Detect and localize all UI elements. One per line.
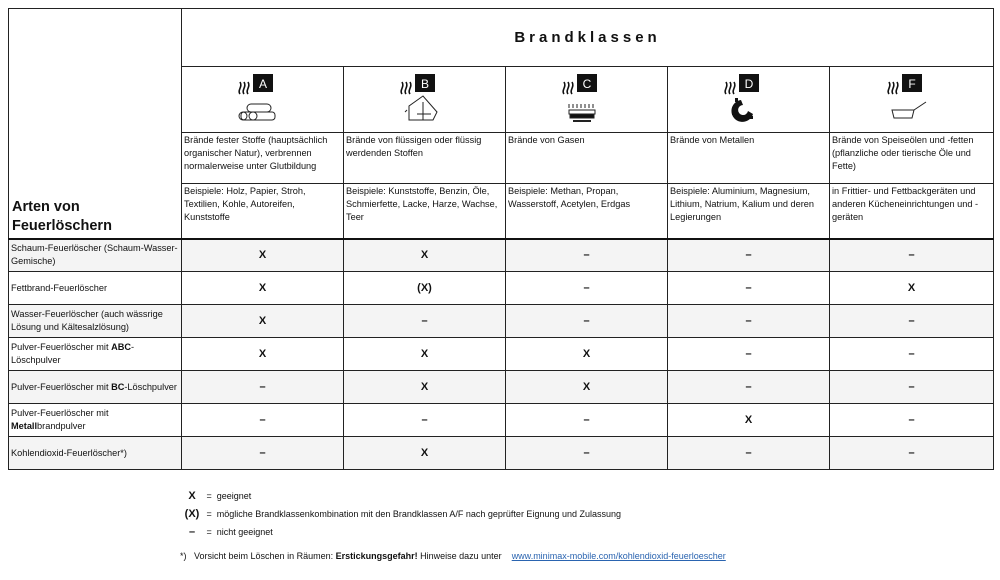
table-title: Brandklassen bbox=[180, 8, 995, 67]
class-C-icon-cell: C bbox=[505, 66, 668, 133]
suitability-cell: – bbox=[181, 370, 344, 404]
suitability-cell: – bbox=[667, 237, 830, 272]
table-row: Fettbrand-Feuerlöscher X (X) – – X bbox=[8, 271, 995, 305]
legend-symbol: X bbox=[188, 490, 196, 502]
frying-pan-icon: F bbox=[886, 73, 926, 118]
class-examples: in Frittier- und Fettbackgeräten und and… bbox=[828, 183, 995, 239]
suitability-cell: – bbox=[343, 403, 506, 437]
extinguisher-type: Pulver-Feuerlöscher mit BC-Löschpulver bbox=[8, 370, 182, 404]
suitability-cell: – bbox=[667, 337, 830, 371]
suitability-cell: – bbox=[828, 304, 995, 338]
class-letter: F bbox=[908, 77, 915, 91]
suitability-cell: – bbox=[667, 304, 830, 338]
suitability-cell: X bbox=[505, 337, 668, 371]
legend-text: geeignet bbox=[216, 491, 252, 501]
class-D-icon-cell: D bbox=[667, 66, 830, 133]
liquid-canister-icon: B bbox=[399, 73, 438, 120]
class-letter-box bbox=[576, 73, 597, 92]
class-description: Brände fester Stoffe (hauptsächlich orga… bbox=[181, 132, 344, 184]
table-row: Pulver-Feuerlöscher mit ABC-Löschpulver X… bbox=[8, 337, 995, 371]
class-letter-box bbox=[901, 73, 922, 92]
legend-symbol: – bbox=[188, 526, 196, 538]
class-letter: D bbox=[744, 77, 753, 91]
co2-info-link[interactable]: www.minimax-mobile.com/kohlendioxid-feue… bbox=[511, 551, 726, 561]
class-letter-box bbox=[414, 73, 435, 92]
extinguisher-type: Wasser-Feuerlöscher (auch wässrige Lösun… bbox=[8, 304, 182, 338]
suitability-cell: – bbox=[181, 403, 344, 437]
extinguisher-type: Fettbrand-Feuerlöscher bbox=[8, 271, 182, 305]
suitability-cell: – bbox=[667, 436, 830, 470]
suitability-cell: – bbox=[505, 403, 668, 437]
legend-text: mögliche Brandklassenkombination mit den… bbox=[216, 509, 622, 519]
class-letter-box bbox=[252, 73, 273, 92]
suitability-cell: X bbox=[505, 370, 668, 404]
solid-fuel-logs-icon: A bbox=[237, 73, 275, 120]
suitability-cell: – bbox=[505, 304, 668, 338]
suitability-cell: – bbox=[828, 370, 995, 404]
suitability-cell: X bbox=[343, 436, 506, 470]
legend-symbol: (X) bbox=[184, 508, 200, 520]
gas-burner-icon: C bbox=[561, 73, 597, 122]
table-row: Schaum-Feuerlöscher (Schaum-Wasser-Gemis… bbox=[8, 237, 995, 272]
class-examples: Beispiele: Kunststoffe, Benzin, Öle, Sch… bbox=[343, 183, 506, 239]
table-row: Wasser-Feuerlöscher (auch wässrige Lösun… bbox=[8, 304, 995, 338]
class-letter: B bbox=[420, 77, 428, 91]
suitability-cell: – bbox=[828, 337, 995, 371]
suitability-cell: – bbox=[181, 436, 344, 470]
class-description: Brände von flüssigen oder flüssig werden… bbox=[343, 132, 506, 184]
suitability-cell: – bbox=[505, 436, 668, 470]
class-examples: Beispiele: Holz, Papier, Stroh, Textilie… bbox=[181, 183, 344, 239]
suitability-cell: X bbox=[828, 271, 995, 305]
legend: X = geeignet (X) = mögliche Brandklassenk… bbox=[180, 490, 621, 544]
suitability-cell: X bbox=[181, 304, 344, 338]
suitability-cell: – bbox=[667, 370, 830, 404]
footnote: *) Vorsicht beim Löschen in Räumen: Erst… bbox=[180, 551, 726, 561]
metal-gear-icon: D bbox=[723, 73, 759, 122]
table-row: Kohlendioxid-Feuerlöscher*) – X – – – bbox=[8, 436, 995, 470]
class-letter-box bbox=[738, 73, 759, 92]
class-B-icon-cell: B bbox=[343, 66, 506, 133]
class-F-icon-cell: F bbox=[828, 66, 995, 133]
extinguisher-type: Kohlendioxid-Feuerlöscher*) bbox=[8, 436, 182, 470]
suitability-cell: X bbox=[181, 337, 344, 371]
extinguisher-type: Pulver-Feuerlöscher mit Metallbrandpulve… bbox=[8, 403, 182, 437]
fire-class-table: Arten von Feuerlöschern Brandklassen A B C… bbox=[8, 8, 995, 470]
suitability-cell: X bbox=[667, 403, 830, 437]
extinguisher-type: Schaum-Feuerlöscher (Schaum-Wasser-Gemis… bbox=[8, 237, 182, 272]
suitability-cell: – bbox=[828, 403, 995, 437]
class-description: Brände von Metallen bbox=[667, 132, 830, 184]
legend-text: nicht geeignet bbox=[216, 527, 273, 537]
suitability-cell: – bbox=[828, 237, 995, 272]
suitability-cell: – bbox=[343, 304, 506, 338]
suitability-cell: – bbox=[505, 237, 668, 272]
row-header: Arten von Feuerlöschern bbox=[8, 8, 182, 239]
suitability-cell: X bbox=[181, 271, 344, 305]
class-A-icon-cell: A bbox=[181, 66, 344, 133]
table-row: Pulver-Feuerlöscher mit Metallbrandpulve… bbox=[8, 403, 995, 437]
class-letter: C bbox=[582, 77, 591, 91]
suitability-cell: – bbox=[667, 271, 830, 305]
class-description: Brände von Speiseölen und -fetten (pflan… bbox=[828, 132, 995, 184]
suitability-cell: X bbox=[181, 237, 344, 272]
suitability-cell: X bbox=[343, 237, 506, 272]
suitability-cell: (X) bbox=[343, 271, 506, 305]
class-description: Brände von Gasen bbox=[505, 132, 668, 184]
suitability-cell: – bbox=[828, 436, 995, 470]
suitability-cell: X bbox=[343, 370, 506, 404]
suitability-cell: – bbox=[505, 271, 668, 305]
legend-item: (X) = mögliche Brandklassenkombination m… bbox=[180, 508, 621, 526]
class-examples: Beispiele: Aluminium, Magnesium, Lithium… bbox=[667, 183, 830, 239]
suitability-cell: X bbox=[343, 337, 506, 371]
legend-item: X = geeignet bbox=[180, 490, 621, 508]
class-letter: A bbox=[258, 77, 266, 91]
extinguisher-type: Pulver-Feuerlöscher mit ABC-Löschpulver bbox=[8, 337, 182, 371]
class-examples: Beispiele: Methan, Propan, Wasserstoff, … bbox=[505, 183, 668, 239]
table-row: Pulver-Feuerlöscher mit BC-Löschpulver – X… bbox=[8, 370, 995, 404]
legend-item: – = nicht geeignet bbox=[180, 526, 621, 544]
